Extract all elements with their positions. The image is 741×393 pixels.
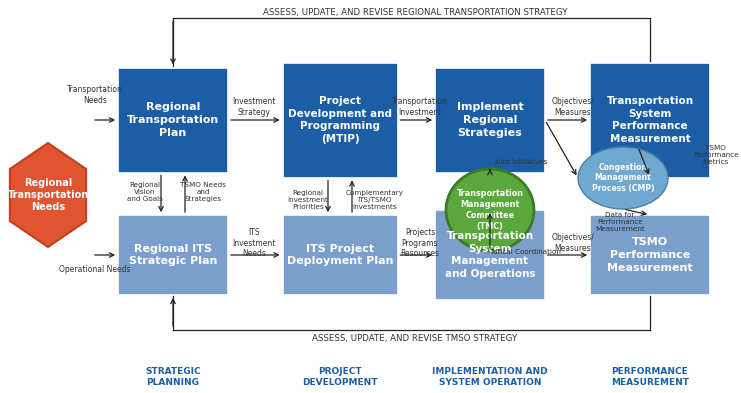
Text: Complementary
ITS/TSMO
Investments: Complementary ITS/TSMO Investments	[346, 190, 404, 210]
Text: PROJECT
DEVELOPMENT: PROJECT DEVELOPMENT	[302, 367, 378, 387]
Text: Congestion
Management
Process (CMP): Congestion Management Process (CMP)	[592, 163, 654, 193]
Ellipse shape	[578, 147, 668, 209]
Text: Transportation
System
Management
and Operations: Transportation System Management and Ope…	[445, 231, 535, 279]
Text: IMPLEMENTATION AND
SYSTEM OPERATION: IMPLEMENTATION AND SYSTEM OPERATION	[432, 367, 548, 387]
Text: Transportation
System
Performance
Measurement: Transportation System Performance Measur…	[606, 96, 694, 144]
Text: Transportation
Needs: Transportation Needs	[67, 85, 123, 105]
FancyBboxPatch shape	[435, 210, 545, 300]
Text: ASSESS, UPDATE, AND REVISE TMSO STRATEGY: ASSESS, UPDATE, AND REVISE TMSO STRATEGY	[313, 334, 518, 343]
Text: Transportation
Investment: Transportation Investment	[392, 97, 448, 117]
Text: Regional
Vision
and Goals: Regional Vision and Goals	[127, 182, 163, 202]
Text: PERFORMANCE
MEASUREMENT: PERFORMANCE MEASUREMENT	[611, 367, 689, 387]
FancyBboxPatch shape	[282, 62, 397, 178]
Text: TSMO
Performance
Metrics: TSMO Performance Metrics	[693, 145, 739, 165]
Text: Transportation
Management
Committee
(TMC): Transportation Management Committee (TMC…	[456, 189, 523, 231]
Text: ITS Project
Deployment Plan: ITS Project Deployment Plan	[287, 244, 393, 266]
Text: Operational Needs: Operational Needs	[59, 266, 130, 274]
Text: Joint Initiatives: Joint Initiatives	[494, 159, 548, 165]
FancyBboxPatch shape	[118, 68, 228, 173]
FancyBboxPatch shape	[282, 215, 397, 295]
Text: ITS
Investment
Needs: ITS Investment Needs	[233, 228, 276, 258]
Text: Objectives/
Measures: Objectives/ Measures	[551, 233, 594, 253]
Text: Regional
Transportation
Needs: Regional Transportation Needs	[7, 178, 89, 212]
Text: Regional ITS
Strategic Plan: Regional ITS Strategic Plan	[129, 244, 217, 266]
Ellipse shape	[446, 169, 534, 251]
Text: Projects
Programs
Resources: Projects Programs Resources	[400, 228, 439, 258]
Text: Regional
Transportation
Plan: Regional Transportation Plan	[127, 102, 219, 138]
FancyBboxPatch shape	[590, 215, 710, 295]
FancyBboxPatch shape	[590, 62, 710, 178]
Text: TSMO Needs
and
Strategies: TSMO Needs and Strategies	[180, 182, 226, 202]
Text: Project
Development and
Programming
(MTIP): Project Development and Programming (MTI…	[288, 96, 392, 144]
Text: STRATEGIC
PLANNING: STRATEGIC PLANNING	[145, 367, 201, 387]
Text: Data for
Performance
Measurement: Data for Performance Measurement	[595, 212, 645, 232]
FancyBboxPatch shape	[118, 215, 228, 295]
Text: Tatical Coordination: Tatical Coordination	[490, 249, 560, 255]
Text: Investment
Strategy: Investment Strategy	[233, 97, 276, 117]
Text: TSMO
Performance
Measurement: TSMO Performance Measurement	[607, 237, 693, 273]
Text: Implement
Regional
Strategies: Implement Regional Strategies	[456, 102, 523, 138]
Text: ASSESS, UPDATE, AND REVISE REGIONAL TRANSPORTATION STRATEGY: ASSESS, UPDATE, AND REVISE REGIONAL TRAN…	[263, 7, 568, 17]
FancyBboxPatch shape	[435, 68, 545, 173]
Polygon shape	[10, 143, 86, 247]
Text: Objectives/
Measures: Objectives/ Measures	[551, 97, 594, 117]
Text: Regional
Investment
Priorities: Regional Investment Priorities	[288, 190, 328, 210]
